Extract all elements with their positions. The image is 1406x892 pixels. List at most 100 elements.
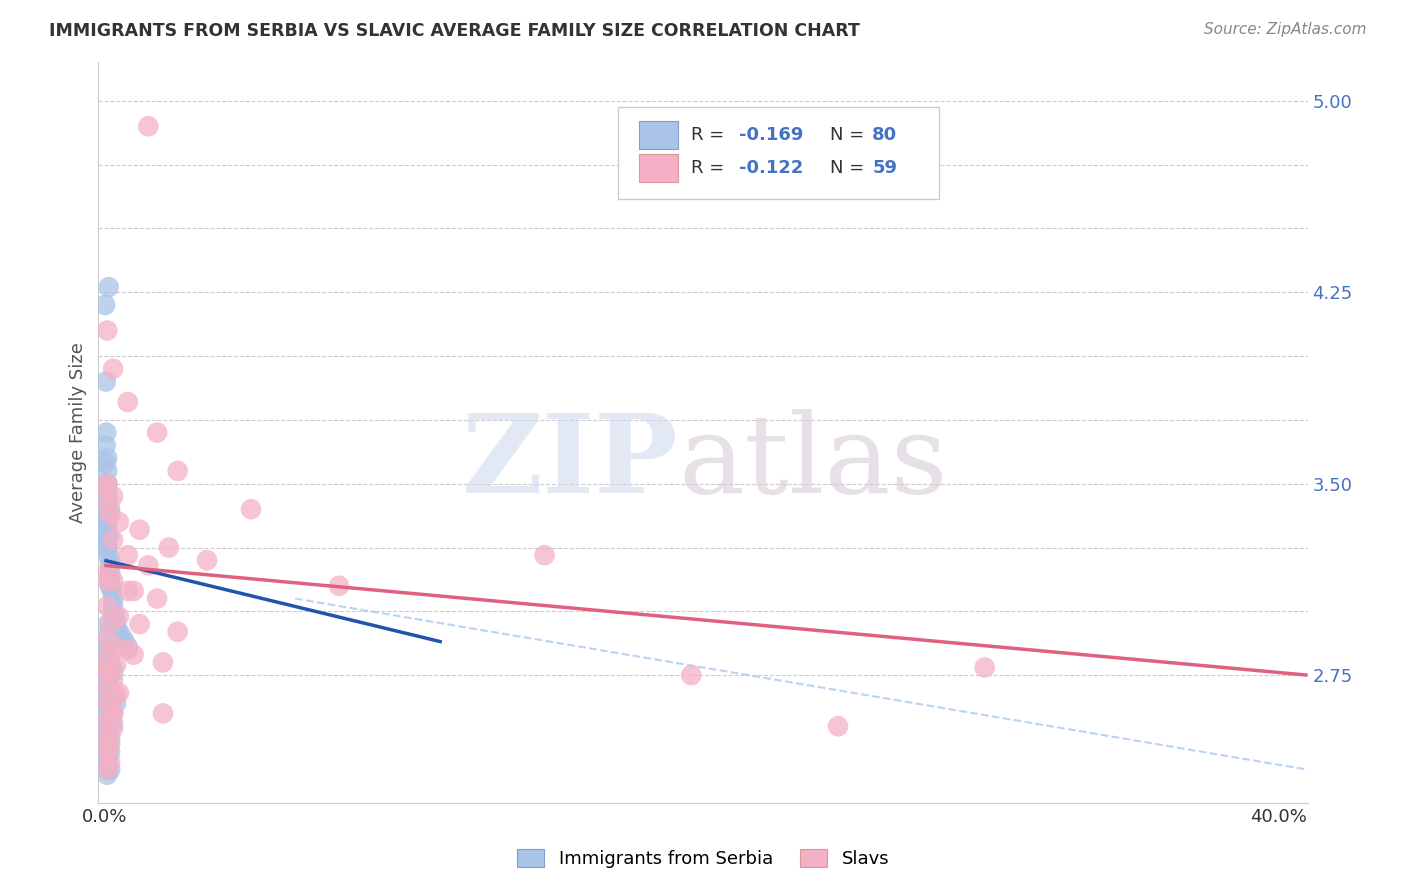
Point [94,523,117,537]
Text: N =: N = [830,126,870,144]
Point [117,583,139,598]
Point [98,755,121,769]
Point [98,574,121,588]
Point [96,482,118,496]
Point [101,490,124,504]
Point [96,515,118,529]
Point [96,737,118,751]
Point [96,727,118,741]
Point [96,566,118,580]
Point [136,558,159,573]
Point [96,701,118,715]
Point [96,714,118,728]
Point [101,604,124,618]
Point [146,591,169,606]
Point [97,280,120,294]
Point [96,719,118,733]
Point [98,508,121,522]
Point [96,324,118,338]
Point [96,665,118,680]
Point [101,597,124,611]
Point [96,686,118,700]
Point [117,640,139,654]
Point [157,541,180,555]
Point [96,464,118,478]
Text: N =: N = [830,160,870,178]
Point [97,548,120,562]
Point [166,624,188,639]
Text: -0.169: -0.169 [740,126,804,144]
Point [96,660,118,674]
Point [98,686,121,700]
Text: 80: 80 [872,126,897,144]
Point [96,630,118,644]
Point [105,640,128,654]
Point [101,722,124,736]
Point [96,527,118,541]
Point [96,508,118,522]
Point [97,541,120,555]
Point [96,650,118,665]
Point [105,696,128,710]
Point [96,451,118,466]
Point [97,650,120,665]
Point [96,696,118,710]
Point [96,632,118,647]
Point [98,579,121,593]
Point [152,656,174,670]
FancyBboxPatch shape [638,121,678,149]
FancyBboxPatch shape [619,107,939,200]
Point [827,719,849,733]
Point [96,482,118,496]
Y-axis label: Average Family Size: Average Family Size [69,343,87,523]
Point [105,689,128,703]
Point [101,716,124,731]
Point [973,660,995,674]
Point [96,757,118,772]
Point [100,583,122,598]
Point [96,574,118,588]
Point [96,476,118,491]
Point [97,527,120,541]
Point [96,675,118,690]
Point [96,515,118,529]
Point [97,706,120,721]
Point [96,671,118,685]
Point [100,660,122,674]
Point [94,438,117,452]
Point [146,425,169,440]
Point [98,731,121,746]
Point [96,642,118,657]
Point [117,642,139,657]
Point [105,620,128,634]
Point [166,464,188,478]
Point [108,686,131,700]
Text: 59: 59 [872,160,897,178]
Point [328,579,350,593]
Text: -0.122: -0.122 [740,160,804,178]
Point [94,298,117,312]
Point [96,497,118,511]
Point [98,566,121,580]
Point [96,768,118,782]
Point [98,617,121,632]
Point [101,691,124,706]
Point [101,533,124,547]
FancyBboxPatch shape [638,154,678,182]
Point [108,624,131,639]
Legend: Immigrants from Serbia, Slavs: Immigrants from Serbia, Slavs [517,849,889,868]
Point [96,675,118,690]
Point [101,591,124,606]
Point [94,456,117,470]
Point [96,502,118,516]
Point [94,375,117,389]
Point [96,749,118,764]
Point [128,523,150,537]
Point [96,737,118,751]
Point [117,395,139,409]
Point [96,694,118,708]
Point [122,648,145,662]
Point [195,553,218,567]
Point [533,548,555,562]
Point [98,553,121,567]
